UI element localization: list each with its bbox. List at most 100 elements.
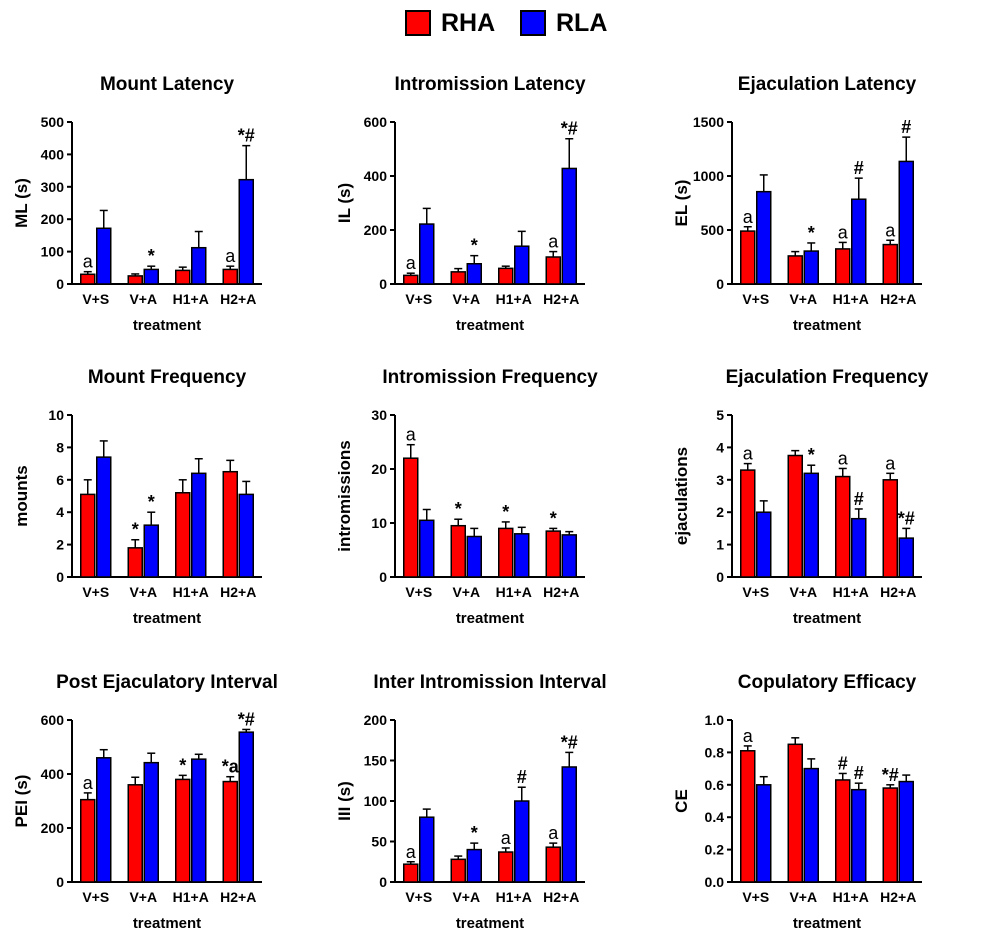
- x-tick-label: V+S: [82, 584, 109, 600]
- x-tick-label: H2+A: [220, 889, 256, 905]
- x-tick-label: H1+A: [496, 291, 532, 307]
- bar-rha: [450, 271, 466, 285]
- bar-rha: [835, 475, 851, 578]
- chart-title: Ejaculation Frequency: [726, 367, 929, 388]
- y-tick-label: 0: [379, 276, 387, 292]
- significance-mark: a: [743, 444, 754, 464]
- x-tick-label: H1+A: [173, 889, 209, 905]
- significance-mark: *: [455, 499, 462, 519]
- bar-rla: [238, 731, 254, 883]
- bar-rha: [403, 863, 419, 883]
- significance-mark: a: [225, 246, 236, 266]
- y-tick-label: 150: [364, 753, 388, 769]
- x-tick-label: H2+A: [543, 584, 579, 600]
- x-axis-label: treatment: [133, 610, 201, 627]
- significance-mark: #: [854, 489, 864, 509]
- x-tick-label: V+S: [82, 889, 109, 905]
- chart-title: Ejaculation Latency: [738, 74, 917, 95]
- x-tick-label: V+A: [129, 889, 157, 905]
- y-tick-label: 3: [716, 472, 724, 488]
- bar-rla: [419, 223, 435, 285]
- x-tick-label: V+A: [129, 291, 157, 307]
- significance-mark: #: [901, 117, 911, 137]
- x-tick-label: V+S: [82, 291, 109, 307]
- bar-rha: [740, 469, 756, 578]
- y-tick-label: 0: [379, 874, 387, 890]
- y-tick-label: 2: [716, 504, 724, 520]
- x-tick-label: V+A: [789, 584, 817, 600]
- x-tick-label: H2+A: [880, 889, 916, 905]
- significance-mark: *: [808, 445, 815, 465]
- x-tick-label: V+A: [789, 889, 817, 905]
- y-tick-label: 100: [364, 793, 388, 809]
- significance-mark: *#: [238, 126, 255, 146]
- y-axis-label: mounts: [12, 465, 31, 526]
- significance-mark: a: [838, 448, 849, 468]
- bar-rha: [80, 273, 96, 285]
- bar-rla: [143, 524, 159, 578]
- bar-rha: [882, 243, 898, 285]
- bar-rha: [80, 493, 96, 578]
- y-axis-label: PEI (s): [12, 775, 31, 828]
- significance-mark: a: [838, 222, 849, 242]
- bar-rla: [561, 766, 577, 883]
- bar-rha: [787, 454, 803, 578]
- x-axis-label: treatment: [456, 915, 524, 932]
- significance-mark: a: [548, 823, 559, 843]
- y-axis-label: ML (s): [12, 178, 31, 228]
- significance-mark: *a: [222, 757, 240, 777]
- bar-rla: [898, 780, 914, 883]
- bar-rla: [514, 245, 530, 285]
- y-tick-label: 0.0: [705, 874, 725, 890]
- significance-mark: a: [743, 207, 754, 227]
- x-axis-label: treatment: [793, 915, 861, 932]
- y-axis-label: IL (s): [335, 183, 354, 223]
- x-tick-label: V+A: [129, 584, 157, 600]
- legend-swatch-rha: [405, 10, 431, 36]
- x-axis-label: treatment: [456, 610, 524, 627]
- y-tick-label: 1: [716, 537, 724, 553]
- chart-title: Mount Frequency: [88, 367, 247, 388]
- y-tick-label: 400: [41, 766, 65, 782]
- x-tick-label: H1+A: [833, 889, 869, 905]
- y-tick-label: 500: [701, 222, 725, 238]
- y-tick-label: 0: [56, 569, 64, 585]
- bar-rha: [175, 778, 191, 883]
- x-tick-label: V+A: [452, 291, 480, 307]
- chart-panel: Intromission Latency IL (s) 0 200 400 600 a V+S…: [335, 74, 586, 334]
- x-tick-label: H2+A: [220, 291, 256, 307]
- x-tick-label: V+S: [742, 584, 769, 600]
- y-tick-label: 6: [56, 472, 64, 488]
- chart-title: Intromission Frequency: [382, 367, 598, 388]
- significance-mark: a: [406, 842, 417, 862]
- y-tick-label: 0.6: [705, 777, 725, 793]
- y-tick-label: 2: [56, 537, 64, 553]
- significance-mark: *: [132, 520, 139, 540]
- bar-rha: [498, 851, 514, 883]
- x-tick-label: H1+A: [173, 291, 209, 307]
- bar-rla: [514, 533, 530, 578]
- x-tick-label: H2+A: [220, 584, 256, 600]
- x-tick-label: H1+A: [173, 584, 209, 600]
- x-tick-label: V+S: [405, 889, 432, 905]
- y-tick-label: 200: [364, 712, 388, 728]
- bar-rha: [787, 255, 803, 285]
- y-tick-label: 0.8: [705, 744, 725, 760]
- bar-rha: [127, 784, 143, 883]
- x-axis-label: treatment: [456, 317, 524, 334]
- bar-rha: [787, 743, 803, 883]
- significance-mark: a: [743, 726, 754, 746]
- y-tick-label: 200: [364, 222, 388, 238]
- chart-title: Mount Latency: [100, 74, 234, 95]
- x-tick-label: H1+A: [833, 291, 869, 307]
- significance-mark: #: [854, 763, 864, 783]
- bar-rla: [143, 761, 159, 883]
- y-tick-label: 4: [716, 439, 724, 455]
- significance-mark: *: [808, 223, 815, 243]
- significance-mark: *: [148, 246, 155, 266]
- significance-mark: a: [501, 828, 512, 848]
- chart-panel: Inter Intromission Interval III (s) 0 50 100…: [335, 672, 607, 932]
- y-tick-label: 5: [716, 407, 724, 423]
- chart-panel: Ejaculation Frequency ejaculations 0 1 2 3 4 5 a…: [672, 367, 929, 627]
- significance-mark: a: [885, 220, 896, 240]
